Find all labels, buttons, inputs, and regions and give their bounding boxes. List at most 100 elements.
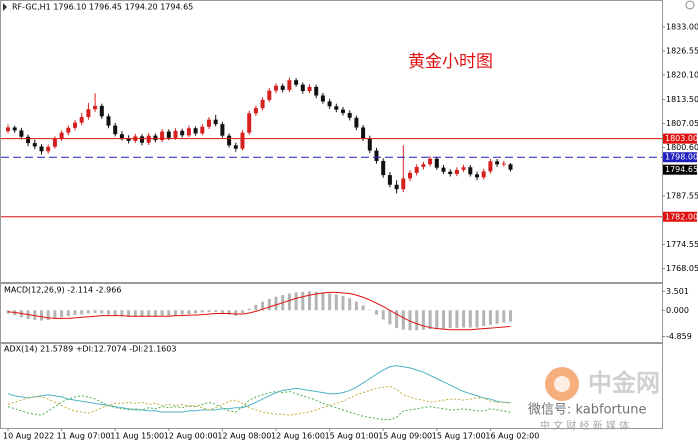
macd-bar [93,310,97,313]
price-level-box [663,164,697,175]
candle-body [280,85,285,90]
x-tick-label: 11 Aug 15:00 [110,432,164,441]
candle-body [294,80,299,85]
macd-bar [33,310,37,320]
candle-body [287,80,292,90]
macd-bar [180,310,184,315]
candle-body [119,134,124,139]
watermark-line2: 中 文 财 经 新 媒 体 [540,419,629,432]
candle-body [408,172,412,179]
candle-body [307,86,312,92]
candle-body [260,99,265,109]
macd-bar [46,310,50,320]
candle-body [200,126,205,134]
macd-bar [448,310,452,329]
header-text: RF-GC,H1 1796.10 1796.45 1794.20 1794.65 [12,3,193,12]
macd-bar [120,310,124,317]
candle-body [374,150,379,161]
candle-body [320,95,325,102]
macd-bar [308,291,311,311]
macd-bar [381,310,385,320]
macd-bar [348,298,352,311]
x-tick-label: 15 Aug 17:00 [432,432,486,441]
candle-body [454,169,459,174]
price-level-box [663,133,697,144]
candle-body [240,132,245,149]
y-tick-label: 1820.10 [666,71,698,80]
candle-body [421,164,426,167]
candle-body [475,174,479,178]
indicator-line [7,385,511,416]
candle-body [327,101,332,107]
candle-body [501,163,506,165]
x-tick-label: 12 Aug 16:00 [271,432,325,441]
macd-bar [86,310,90,314]
candle-body [186,128,191,136]
macd-bar [207,310,211,312]
candle-body [220,124,225,136]
watermark-line1: 微信号: kabfortune [528,403,646,418]
candle-body [12,127,17,131]
price-level-box [663,152,697,163]
signal-line [7,291,511,331]
candle-body [347,112,352,118]
macd-bar [442,310,445,329]
candle-body [66,127,71,133]
macd-bar [234,310,238,316]
candle-body [19,130,24,137]
candle-body [267,90,272,100]
candle-body [113,125,118,135]
candle-body [160,131,165,141]
candle-body [39,146,44,152]
candle-body [173,130,178,138]
macd-bar [401,310,405,330]
y-tick-label: 1807.05 [666,119,698,128]
price-level-label: 1794.65 [665,165,698,174]
macd-bar [274,296,278,311]
indicator-line [7,391,511,421]
macd-bar [314,291,318,311]
candle-body [495,161,500,165]
x-tick-label: 12 Aug 00:00 [164,432,218,441]
macd-bar [415,310,419,331]
candle-body [140,136,144,143]
close-button[interactable] [685,0,695,10]
candle-body [434,158,439,168]
macd-bar [361,305,365,311]
macd-bar [167,310,171,316]
candle-body [341,109,345,113]
macd-bar [468,310,472,328]
macd-bar [107,310,110,315]
candle-body [180,130,185,136]
macd-bar [482,310,486,326]
symbol-icon [3,3,7,11]
candle-body [146,135,151,143]
candle-body [394,184,399,190]
candle-body [227,135,232,146]
macd-bar [254,304,258,311]
candle-body [153,135,158,141]
macd-bar [194,310,198,314]
candle-body [213,119,218,125]
indicator-label: MACD(12,26,9) -2.114 -2.966 [4,286,121,295]
x-tick-label: 10 Aug 2022 [3,432,54,441]
candle-body [300,84,305,92]
watermark-logo-inner [554,376,570,392]
macd-bar [220,310,224,313]
macd-bar [247,308,251,311]
macd-bar [502,310,506,323]
macd-bar [395,310,399,329]
candle-body [247,113,252,133]
y-tick-label: 1787.55 [666,192,698,201]
macd-bar [127,310,131,317]
macd-bar [261,301,265,311]
candle-body [79,117,84,123]
macd-bar [100,310,104,314]
y-tick-label: 1826.55 [666,47,698,56]
y-tick-label: 1800.60 [666,143,698,152]
candle-body [468,167,473,175]
macd-bar [267,298,271,311]
macd-pane-frame [0,283,663,343]
y-tick-label: 1833.00 [666,23,698,32]
macd-bar [428,310,432,330]
